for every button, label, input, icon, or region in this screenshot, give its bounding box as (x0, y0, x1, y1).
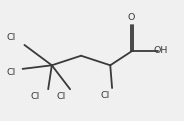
Text: Cl: Cl (31, 92, 40, 101)
Text: O: O (128, 13, 135, 22)
Text: Cl: Cl (100, 91, 109, 100)
Text: Cl: Cl (56, 92, 66, 101)
Text: Cl: Cl (6, 33, 15, 42)
Text: OH: OH (153, 46, 168, 55)
Text: Cl: Cl (6, 68, 15, 77)
